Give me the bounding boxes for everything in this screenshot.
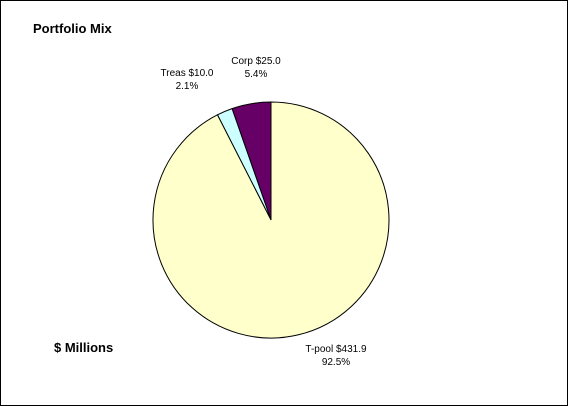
slice-percent-t-pool: 92.5% <box>322 357 350 368</box>
unit-label: $ Millions <box>54 340 114 355</box>
pie-slice-t-pool <box>152 101 390 339</box>
chart-title: Portfolio Mix <box>33 21 112 36</box>
slice-label-corp: Corp $25.0 <box>231 56 281 67</box>
pie-slice-labels: Corp $25.0 5.4% Treas $10.0 2.1% T-pool $431… <box>161 56 368 368</box>
slice-label-treas: Treas $10.0 <box>161 68 214 79</box>
slice-percent-corp: 5.4% <box>245 69 268 80</box>
pie-slices <box>152 101 390 339</box>
slice-label-t-pool: T-pool $431.9 <box>305 344 367 355</box>
slice-percent-treas: 2.1% <box>176 81 199 92</box>
